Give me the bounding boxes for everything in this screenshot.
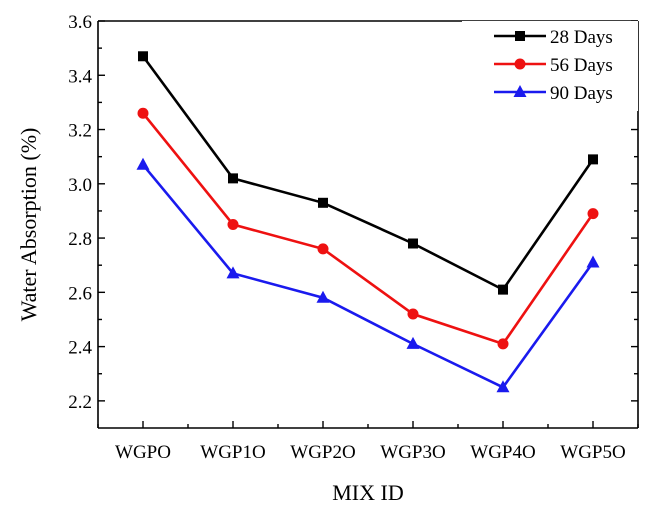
x-tick-label: WGP1O [200, 442, 265, 463]
data-point [496, 380, 510, 393]
legend-label: 28 Days [550, 27, 613, 48]
y-tick-label: 3.0 [68, 175, 92, 196]
x-tick-label: WGP2O [290, 442, 355, 463]
series-layer [136, 51, 600, 393]
y-axis-title: Water Absorption (%) [16, 128, 41, 322]
y-tick-label: 2.8 [68, 229, 92, 250]
data-point [406, 336, 420, 349]
data-point [317, 243, 329, 255]
x-tick-label: WGP5O [560, 442, 625, 463]
x-tick-label: WGP4O [470, 442, 535, 463]
data-point [227, 219, 239, 230]
y-tick-label: 2.2 [68, 392, 92, 413]
data-point [498, 284, 508, 295]
legend-label: 56 Days [550, 55, 613, 76]
y-tick-label: 2.6 [68, 283, 92, 304]
legend-label: 90 Days [550, 83, 613, 104]
data-point [137, 107, 149, 119]
legend-marker [515, 31, 525, 41]
data-point [138, 51, 148, 62]
legend-marker [513, 85, 527, 97]
axes: 2.2 2.4 2.6 2.8 3.0 3.2 3.4 3.6 WGPO WGP1O WGP2O WG… [68, 12, 639, 463]
data-point [588, 154, 598, 165]
legend: 28 Days 56 Days 90 Days [462, 21, 638, 111]
data-point [316, 290, 330, 303]
series-1 [138, 51, 598, 295]
series-3 [136, 157, 600, 393]
series-2 [137, 107, 599, 350]
data-point [407, 308, 419, 320]
series-line [141, 163, 595, 389]
data-point [228, 173, 238, 184]
legend-item: 56 Days [494, 55, 613, 76]
data-point [136, 157, 150, 170]
data-point [408, 238, 418, 249]
legend-item: 90 Days [494, 83, 613, 104]
y-tick-label: 2.4 [68, 338, 92, 359]
data-point [226, 266, 240, 279]
data-point [587, 208, 599, 220]
series-line [141, 112, 595, 346]
y-tick-label: 3.2 [68, 121, 92, 142]
legend-item: 28 Days [494, 27, 613, 48]
series-line [141, 55, 595, 292]
data-point [318, 197, 328, 208]
data-point [586, 255, 600, 268]
x-tick-label: WGPO [115, 442, 171, 463]
y-tick-label: 3.6 [68, 12, 92, 33]
y-tick-label: 3.4 [68, 66, 92, 87]
legend-marker [514, 58, 526, 70]
x-tick-label: WGP3O [380, 442, 445, 463]
x-axis-title: MIX ID [332, 480, 404, 505]
data-point [497, 338, 509, 350]
legend-box [462, 21, 638, 111]
